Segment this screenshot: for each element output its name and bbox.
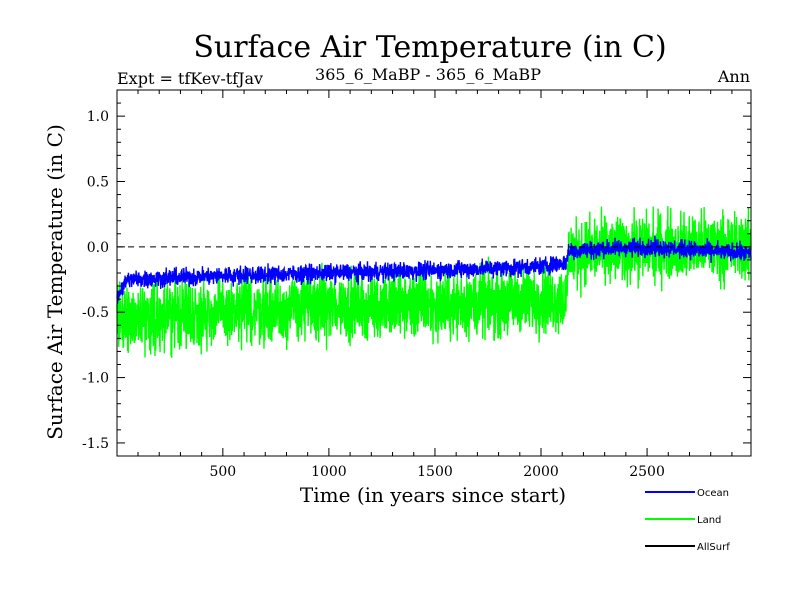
x-tick-label: 2500 — [629, 464, 665, 480]
x-axis-label: Time (in years since start) — [300, 483, 566, 507]
series-line-land — [116, 206, 752, 358]
subtitle-right: Ann — [717, 67, 750, 86]
chart-title: Surface Air Temperature (in C) — [193, 30, 666, 65]
axes-layer: 500 1000 1500 2000 2500 1.0 0.5 0.0 -0.5 -1.0 -1.5 — [82, 89, 752, 480]
y-axis-label: Surface Air Temperature (in C) — [43, 124, 67, 440]
legend-label-allsurf: AllSurf — [697, 542, 730, 553]
y-tick-label: 0.0 — [87, 240, 109, 256]
series-line-ocean — [116, 235, 752, 304]
x-tick-label: 1500 — [417, 464, 453, 480]
y-tick-label: 0.5 — [87, 175, 109, 191]
legend-label-land: Land — [697, 515, 721, 526]
x-tick-label: 2000 — [523, 464, 559, 480]
x-tick-label: 1000 — [311, 464, 347, 480]
subtitle-center: 365_6_MaBP - 365_6_MaBP — [315, 65, 541, 84]
y-tick-label: -1.5 — [82, 436, 109, 452]
legend-label-ocean: Ocean — [697, 488, 729, 499]
x-tick-label: 500 — [209, 464, 236, 480]
legend: Ocean Land AllSurf — [645, 488, 730, 553]
y-tick-label: 1.0 — [87, 109, 109, 125]
y-tick-label: -1.0 — [82, 371, 109, 387]
series-layer — [116, 206, 752, 358]
subtitle-left: Expt = tfKev-tfJav — [117, 69, 263, 88]
y-tick-label: -0.5 — [82, 305, 109, 321]
